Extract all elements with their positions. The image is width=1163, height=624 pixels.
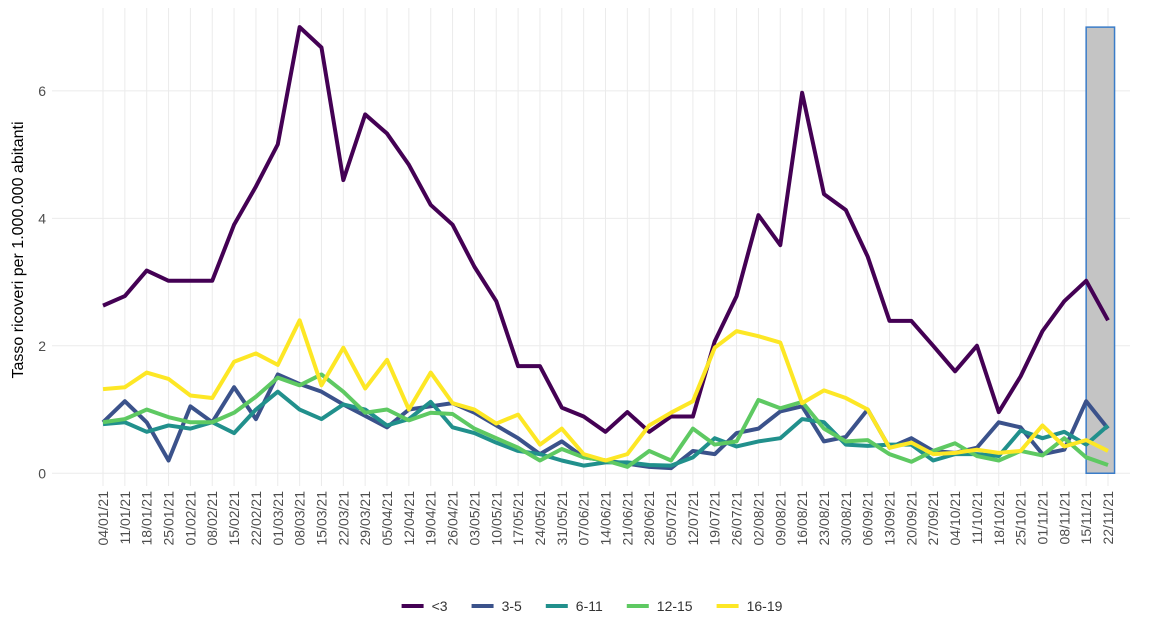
highlight-band	[1085, 26, 1116, 475]
x-tick-label: 07/06/21	[576, 491, 592, 546]
y-axis-label: Tasso ricoveri per 1.000.000 abitanti	[10, 121, 27, 378]
x-tick-label: 12/04/21	[401, 491, 417, 546]
legend-label: 12-15	[657, 598, 693, 614]
x-tick-label: 18/01/21	[139, 491, 155, 546]
x-tick-label: 05/07/21	[663, 491, 679, 546]
x-tick-label: 19/04/21	[423, 491, 439, 546]
x-tick-label: 15/02/21	[226, 491, 242, 546]
legend-label: 6-11	[576, 598, 603, 614]
x-tick-label: 06/09/21	[860, 491, 876, 546]
x-tick-label: 04/01/21	[95, 491, 111, 546]
x-tick-label: 11/10/21	[969, 491, 985, 545]
x-tick-label: 08/11/21	[1056, 491, 1072, 545]
x-tick-label: 27/09/21	[925, 491, 941, 546]
y-tick-label: 6	[38, 83, 46, 99]
x-tick-label: 14/06/21	[598, 491, 614, 546]
x-tick-label: 22/11/21	[1100, 491, 1116, 545]
x-tick-label: 17/05/21	[510, 491, 526, 546]
x-tick-label: 01/03/21	[270, 491, 286, 546]
x-tick-label: 20/09/21	[903, 491, 919, 546]
x-tick-label: 15/03/21	[313, 491, 329, 546]
x-tick-label: 15/11/21	[1078, 491, 1094, 545]
x-tick-label: 01/11/21	[1034, 491, 1050, 545]
x-tick-label: 04/10/21	[947, 491, 963, 546]
line	[102, 25, 1110, 434]
x-tick-label: 21/06/21	[619, 491, 635, 546]
x-tick-label: 13/09/21	[882, 491, 898, 546]
y-tick-label: 2	[38, 338, 46, 354]
x-tick-label: 16/08/21	[794, 491, 810, 546]
x-tick-label: 24/05/21	[532, 491, 548, 546]
legend-label: <3	[432, 598, 448, 614]
x-tick-label: 12/07/21	[685, 491, 701, 546]
x-tick-label: 18/10/21	[991, 491, 1007, 546]
line	[102, 318, 1109, 463]
x-tick-label: 29/03/21	[357, 491, 373, 546]
y-tick-label: 4	[38, 210, 46, 226]
x-tick-label: 09/08/21	[772, 491, 788, 546]
x-tick-label: 08/02/21	[204, 491, 220, 546]
x-tick-label: 11/01/21	[117, 491, 133, 545]
x-tick-label: 03/05/21	[466, 491, 482, 546]
legend-label: 16-19	[747, 598, 783, 614]
x-tick-label: 26/04/21	[445, 491, 461, 546]
x-tick-label: 22/03/21	[335, 491, 351, 546]
x-tick-label: 10/05/21	[488, 491, 504, 546]
legend-label: 3-5	[502, 598, 522, 614]
x-tick-label: 25/01/21	[161, 491, 177, 546]
x-tick-label: 19/07/21	[707, 491, 723, 546]
x-tick-label: 30/08/21	[838, 491, 854, 546]
x-tick-label: 31/05/21	[554, 491, 570, 546]
y-tick-label: 0	[38, 465, 46, 481]
x-tick-label: 25/10/21	[1013, 491, 1029, 546]
x-tick-label: 05/04/21	[379, 491, 395, 546]
x-tick-label: 28/06/21	[641, 491, 657, 546]
x-tick-label: 01/02/21	[182, 491, 198, 546]
x-tick-label: 26/07/21	[729, 491, 745, 546]
x-tick-label: 22/02/21	[248, 491, 264, 546]
legend: <3 3-5 6-11 12-15 16-19	[401, 598, 783, 614]
x-tick-label: 02/08/21	[750, 491, 766, 546]
x-tick-label: 23/08/21	[816, 491, 832, 546]
x-tick-label: 08/03/21	[292, 491, 308, 546]
